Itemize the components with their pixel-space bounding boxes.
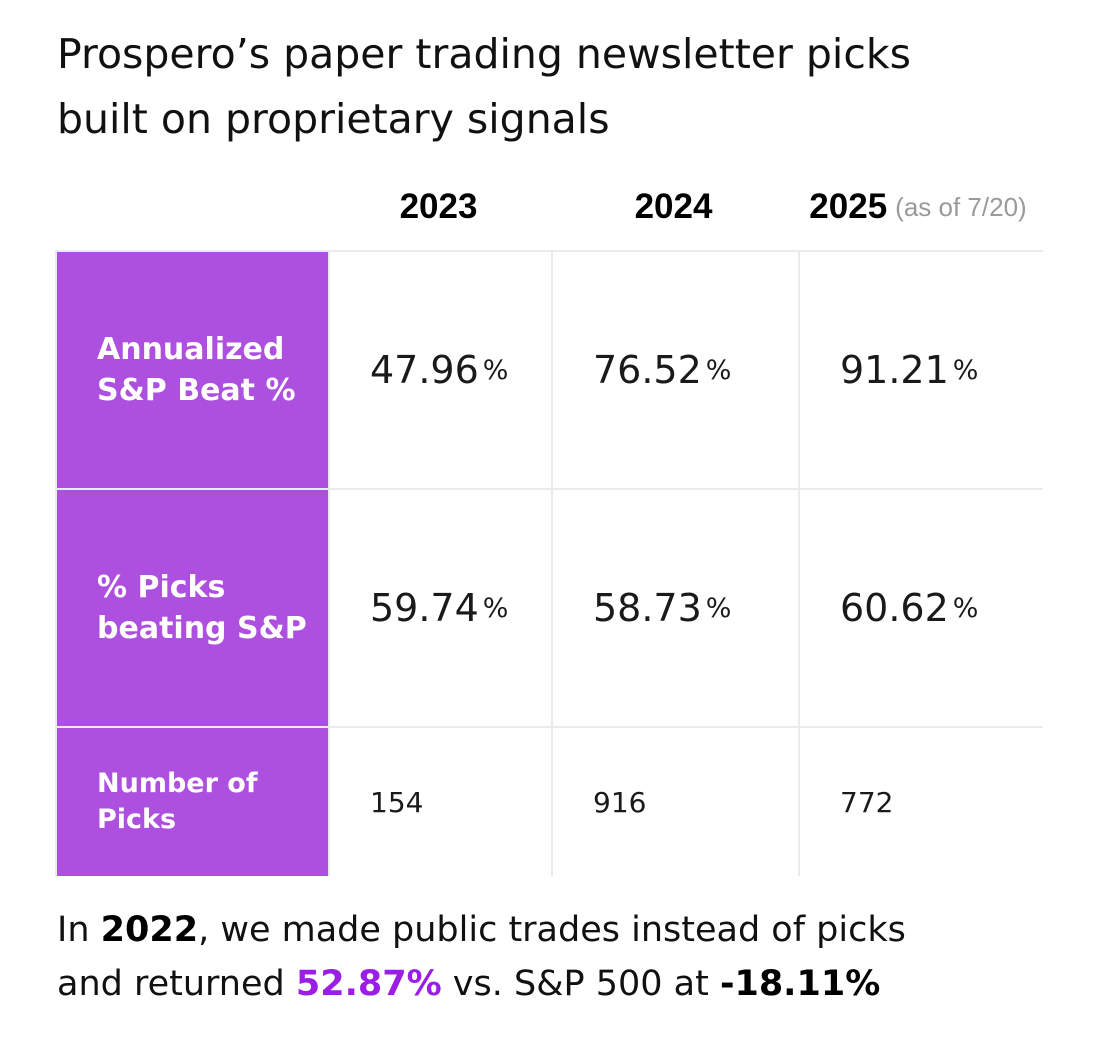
row-label-line: S&P Beat %	[97, 373, 296, 408]
cell-unit: %	[482, 592, 509, 624]
footer-text: In	[57, 910, 101, 950]
table-cell: 60.62%	[800, 490, 1047, 726]
cell-unit: %	[705, 592, 732, 624]
table-cell: 772	[800, 728, 1047, 876]
row-label-line: Number of	[97, 768, 258, 799]
row-label-line: % Picks	[97, 570, 226, 605]
row-label-line: Annualized	[97, 332, 285, 367]
table-cell: 916	[553, 728, 798, 876]
column-year-note: (as of 7/20)	[895, 191, 1027, 222]
footer-sp-value: -18.11%	[719, 964, 881, 1004]
column-header-2024: 2024	[551, 182, 796, 232]
row-label-annualized-beat: Annualized S&P Beat %	[57, 252, 328, 488]
row-label-line: Picks	[97, 804, 177, 835]
cell-value: 76.52	[593, 348, 702, 392]
table-cell: 91.21%	[800, 252, 1047, 488]
page-title: Prospero’s paper trading newsletter pick…	[57, 22, 1057, 152]
footer-line-1: In 2022, we made public trades instead o…	[57, 903, 1057, 957]
table-cell: 47.96%	[330, 252, 551, 488]
table-cell: 76.52%	[553, 252, 798, 488]
cell-value: 47.96	[370, 348, 479, 392]
cell-unit: %	[482, 354, 509, 386]
cell-unit: %	[952, 354, 979, 386]
footer-year: 2022	[100, 910, 199, 950]
cell-value: 60.62	[840, 586, 949, 630]
cell-unit: %	[952, 592, 979, 624]
footer-text: and returned	[57, 964, 296, 1004]
column-header-2025: 2025 (as of 7/20)	[780, 182, 1056, 232]
column-header-2023: 2023	[328, 182, 549, 232]
footer-text: , we made public trades instead of picks	[198, 910, 906, 950]
footer-note: In 2022, we made public trades instead o…	[57, 903, 1057, 1011]
row-label-line: beating S&P	[97, 611, 307, 646]
table-cell: 59.74%	[330, 490, 551, 726]
cell-value: 916	[593, 785, 647, 819]
row-label-picks-beating: % Picks beating S&P	[57, 490, 328, 726]
cell-unit: %	[705, 354, 732, 386]
cell-value: 91.21	[840, 348, 949, 392]
cell-value: 772	[840, 785, 894, 819]
title-line-1: Prospero’s paper trading newsletter pick…	[57, 30, 911, 78]
cell-value: 59.74	[370, 586, 479, 630]
table-cell: 154	[330, 728, 551, 876]
row-label-number-of-picks: Number of Picks	[57, 728, 328, 876]
footer-return-value: 52.87%	[295, 964, 442, 1004]
footer-line-2: and returned 52.87% vs. S&P 500 at -18.1…	[57, 957, 1057, 1011]
cell-value: 154	[370, 785, 424, 819]
cell-value: 58.73	[593, 586, 702, 630]
title-line-2: built on proprietary signals	[57, 95, 610, 143]
results-table: Annualized S&P Beat % 47.96% 76.52% 91.2…	[55, 250, 1047, 876]
column-year: 2023	[399, 187, 478, 226]
footer-text: vs. S&P 500 at	[441, 964, 720, 1004]
table-cell: 58.73%	[553, 490, 798, 726]
column-year: 2024	[634, 187, 713, 226]
column-year: 2025	[809, 187, 888, 226]
